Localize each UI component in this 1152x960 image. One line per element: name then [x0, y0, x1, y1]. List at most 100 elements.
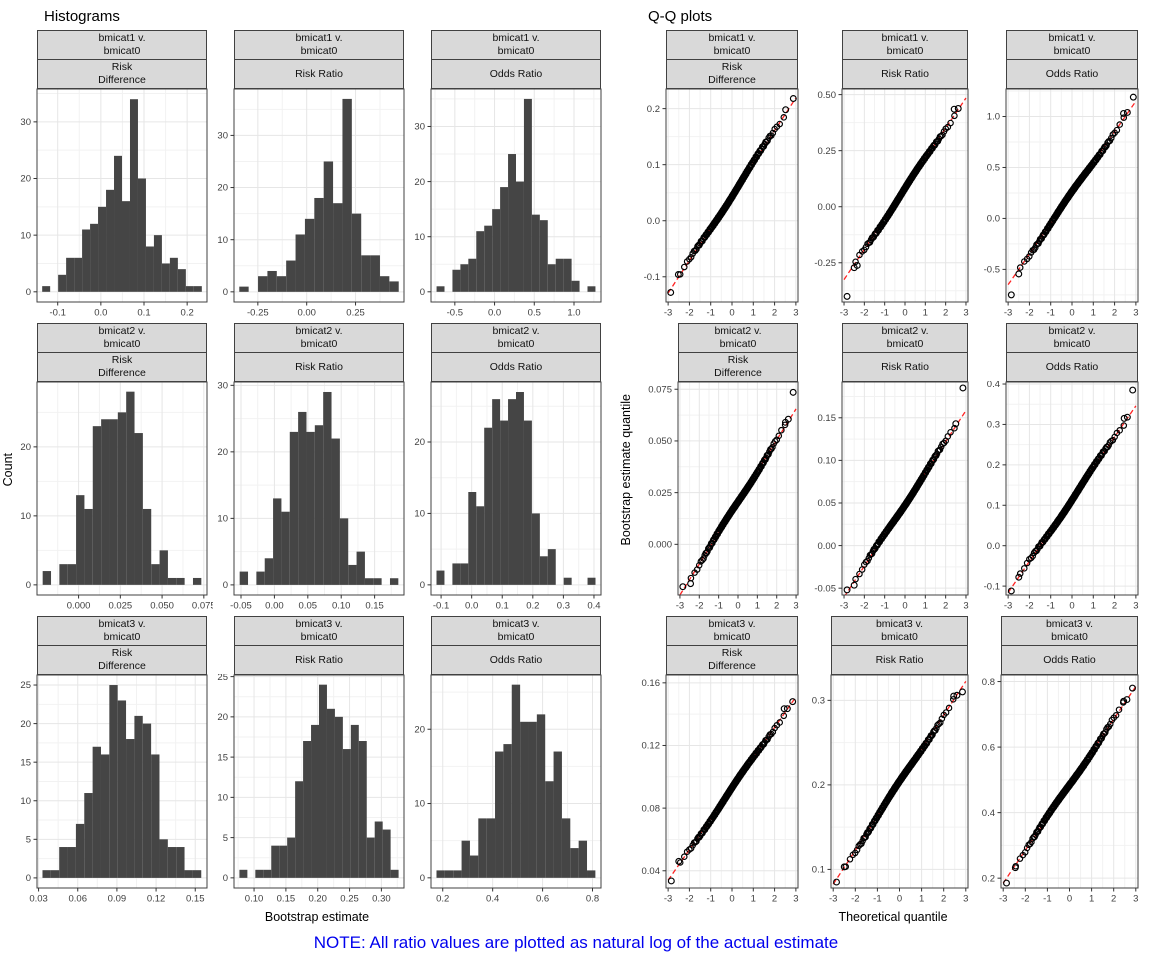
- svg-text:-0.1: -0.1: [644, 272, 660, 283]
- svg-text:-0.05: -0.05: [230, 601, 252, 612]
- svg-text:10: 10: [20, 230, 31, 241]
- svg-text:0.15: 0.15: [818, 413, 837, 424]
- svg-text:1.0: 1.0: [987, 112, 1000, 123]
- qq-bmicat2-odds-ratio-canvas: -3 -2 -1 0 1 2 3 -0.1 0.0 0.1 0.2 0.3 0.4: [984, 381, 1139, 612]
- svg-text:0: 0: [729, 894, 734, 905]
- facet-row-strip: bmicat3 v. bmicat0: [1001, 616, 1138, 646]
- qq-bmicat3-risk-ratio: bmicat3 v. bmicat0 Risk Ratio -3 -2 -1 0 1 2 3 0.1…: [804, 616, 974, 909]
- histogram-grid: bmicat1 v. bmicat0 Risk Difference -0.1 0.0 0.…: [16, 30, 607, 909]
- svg-text:1: 1: [919, 894, 924, 905]
- facet-col-strip: Risk Difference: [678, 352, 798, 382]
- svg-text:-2: -2: [1021, 894, 1029, 905]
- svg-text:0: 0: [26, 873, 31, 884]
- hist-bmicat2-risk-ratio-canvas: -0.05 0.00 0.05 0.10 0.15 0 10 20 30: [217, 381, 405, 612]
- qq-bmicat3-risk-difference-canvas: -3 -2 -1 0 1 2 3 0.04 0.08 0.12 0.16: [642, 674, 799, 905]
- qq-bmicat2-risk-ratio-canvas: -3 -2 -1 0 1 2 3 -0.05 0.00 0.05 0.10 0.15: [814, 381, 969, 612]
- svg-text:10: 10: [414, 509, 425, 520]
- qq-plots-section: Q-Q plots Bootstrap estimate quantile bm…: [618, 0, 1152, 929]
- qq-bmicat2-risk-difference: bmicat2 v. bmicat0 Risk Difference -3 -2 -1 0 1 2…: [634, 323, 804, 616]
- svg-text:0.25: 0.25: [340, 894, 359, 905]
- histograms-title: Histograms: [44, 8, 120, 25]
- svg-text:0.15: 0.15: [365, 601, 384, 612]
- svg-text:0: 0: [1069, 308, 1074, 319]
- facet-row-strip: bmicat2 v. bmicat0: [842, 323, 968, 353]
- svg-text:-0.5: -0.5: [984, 265, 1000, 276]
- svg-text:20: 20: [20, 442, 31, 453]
- svg-text:0.16: 0.16: [642, 678, 661, 689]
- svg-text:-1: -1: [1046, 308, 1054, 319]
- svg-text:20: 20: [217, 447, 228, 458]
- svg-text:0.2: 0.2: [181, 308, 194, 319]
- svg-text:-1: -1: [1043, 894, 1051, 905]
- svg-text:20: 20: [414, 177, 425, 188]
- qq-bmicat2-odds-ratio: bmicat2 v. bmicat0 Odds Ratio -3 -2 -1 0 1 2 3 -0.…: [974, 323, 1144, 616]
- svg-text:1: 1: [923, 308, 928, 319]
- svg-text:10: 10: [217, 235, 228, 246]
- svg-text:0.050: 0.050: [150, 601, 174, 612]
- facet-row-strip: bmicat3 v. bmicat0: [666, 616, 798, 646]
- svg-text:2: 2: [772, 894, 777, 905]
- svg-text:-2: -2: [851, 894, 859, 905]
- svg-text:0: 0: [729, 308, 734, 319]
- facet-col-strip: Risk Ratio: [234, 645, 404, 675]
- facet-col-strip: Odds Ratio: [1006, 352, 1138, 382]
- qq-bmicat1-risk-ratio-canvas: -3 -2 -1 0 1 2 3 -0.25 0.00 0.25 0.50: [814, 88, 969, 319]
- facet-col-strip: Odds Ratio: [1006, 59, 1138, 89]
- qq-bmicat1-odds-ratio-canvas: -3 -2 -1 0 1 2 3 -0.5 0.0 0.5 1.0: [984, 88, 1139, 319]
- facet-row-strip: bmicat1 v. bmicat0: [666, 30, 798, 60]
- svg-text:2: 2: [774, 601, 779, 612]
- svg-text:-0.05: -0.05: [814, 583, 836, 594]
- svg-text:2: 2: [772, 308, 777, 319]
- svg-text:30: 30: [20, 117, 31, 128]
- svg-text:20: 20: [20, 719, 31, 730]
- facet-row-strip: bmicat3 v. bmicat0: [37, 616, 207, 646]
- svg-text:-1: -1: [880, 601, 888, 612]
- svg-text:0: 0: [420, 287, 425, 298]
- svg-text:0.0: 0.0: [987, 541, 1000, 552]
- qq-bmicat3-risk-ratio-canvas: -3 -2 -1 0 1 2 3 0.1 0.2 0.3: [812, 674, 969, 905]
- svg-text:0.075: 0.075: [648, 384, 672, 395]
- svg-text:10: 10: [20, 511, 31, 522]
- svg-text:0.03: 0.03: [29, 894, 48, 905]
- qq-bmicat3-odds-ratio: bmicat3 v. bmicat0 Odds Ratio -3 -2 -1 0 1 2 3 0.2…: [974, 616, 1144, 909]
- svg-text:0: 0: [26, 580, 31, 591]
- svg-text:-2: -2: [860, 601, 868, 612]
- svg-text:3: 3: [793, 894, 798, 905]
- svg-text:20: 20: [414, 724, 425, 735]
- svg-text:0.4: 0.4: [987, 381, 1000, 390]
- facet-row-strip: bmicat1 v. bmicat0: [842, 30, 968, 60]
- facet-row-strip: bmicat2 v. bmicat0: [678, 323, 798, 353]
- svg-text:20: 20: [217, 712, 228, 723]
- svg-text:-3: -3: [999, 894, 1007, 905]
- svg-text:0.8: 0.8: [982, 677, 995, 688]
- hist-bmicat2-risk-difference-canvas: 0.000 0.025 0.050 0.075 0 10 20: [20, 381, 213, 612]
- svg-text:0.30: 0.30: [372, 894, 391, 905]
- qq-bmicat1-risk-difference: bmicat1 v. bmicat0 Risk Difference -3 -2 -1 0 1 2…: [634, 30, 804, 323]
- svg-text:-1: -1: [714, 601, 722, 612]
- qq-bmicat2-risk-ratio: bmicat2 v. bmicat0 Risk Ratio -3 -2 -1 0 1 2 3 -0.…: [804, 323, 974, 616]
- svg-text:25: 25: [217, 674, 228, 683]
- svg-text:0.00: 0.00: [297, 308, 316, 319]
- svg-text:2: 2: [1112, 308, 1117, 319]
- svg-text:0.0: 0.0: [647, 216, 660, 227]
- qq-bmicat1-risk-difference-canvas: -3 -2 -1 0 1 2 3 -0.1 0.0 0.1 0.2: [644, 88, 799, 319]
- facet-col-strip: Risk Ratio: [842, 352, 968, 382]
- hist-bmicat3-odds-ratio: bmicat3 v. bmicat0 Odds Ratio 0.2 0.4 0.6 0.8 0…: [410, 616, 607, 909]
- qq-grid: bmicat1 v. bmicat0 Risk Difference -3 -2 -1 0 1 2…: [634, 30, 1144, 909]
- svg-text:-0.1: -0.1: [984, 581, 1000, 592]
- svg-text:3: 3: [1133, 601, 1138, 612]
- svg-text:30: 30: [414, 122, 425, 133]
- svg-text:30: 30: [217, 131, 228, 142]
- svg-text:0.09: 0.09: [108, 894, 127, 905]
- svg-text:-1: -1: [1046, 601, 1054, 612]
- svg-text:-3: -3: [840, 308, 848, 319]
- facet-row-strip: bmicat3 v. bmicat0: [234, 616, 404, 646]
- facet-col-strip: Odds Ratio: [431, 645, 601, 675]
- qq-bmicat3-risk-difference: bmicat3 v. bmicat0 Risk Difference -3 -2 -1 0 1 2…: [634, 616, 804, 909]
- svg-text:3: 3: [963, 894, 968, 905]
- svg-text:0.20: 0.20: [308, 894, 327, 905]
- qq-bmicat2-risk-difference-canvas: -3 -2 -1 0 1 2 3 0.000 0.025 0.050 0.075: [648, 381, 799, 612]
- svg-text:-3: -3: [840, 601, 848, 612]
- qq-bmicat3-odds-ratio-canvas: -3 -2 -1 0 1 2 3 0.2 0.4 0.6 0.8: [982, 674, 1139, 905]
- svg-text:-1: -1: [880, 308, 888, 319]
